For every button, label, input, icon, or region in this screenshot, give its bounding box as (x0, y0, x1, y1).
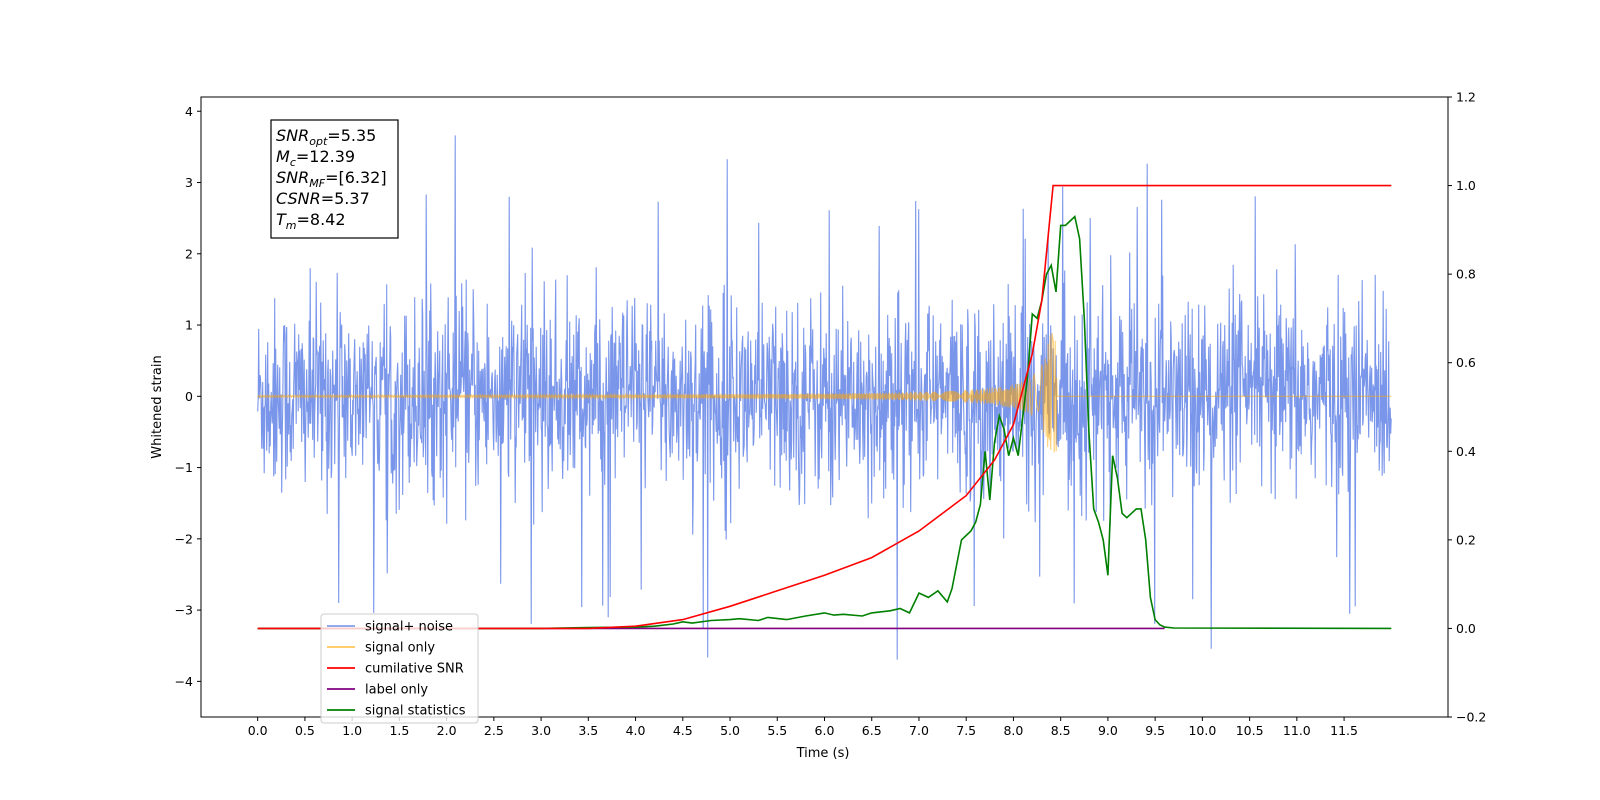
legend-frame (320, 613, 479, 724)
x-tick-label: 10.0 (1188, 723, 1216, 738)
x-axis-label: Time (s) (796, 746, 850, 761)
x-tick-label: 2.0 (437, 723, 457, 738)
annotation-line: Mc=12.39 (276, 147, 355, 169)
y2-tick-label: 0.4 (1456, 444, 1476, 459)
y2-tick-label: −0.2 (1456, 710, 1486, 725)
x-tick-label: 8.5 (1051, 723, 1071, 738)
y-axis-left: −4 −3 −2 −1 0 1 2 3 4 (175, 104, 201, 689)
annotation-line: SNRopt=5.35 (276, 126, 376, 148)
y-axis-right: −0.2 0.0 0.2 0.4 0.6 0.8 1.0 1.2 (1448, 90, 1486, 725)
legend-entry-label: signal statistics (365, 704, 466, 719)
x-tick-label: 6.0 (815, 723, 835, 738)
y-tick-label: −2 (175, 531, 193, 546)
series-signal-statistics-line (257, 215, 1392, 630)
x-tick-label: 8.0 (1003, 723, 1023, 738)
x-tick-label: 0.5 (295, 723, 315, 738)
x-tick-label: 10.5 (1236, 723, 1264, 738)
stats-annotation-box: SNRopt=5.35Mc=12.39SNRMF=[6.32]CSNR=5.37… (270, 119, 399, 239)
y-tick-label: 1 (185, 318, 193, 333)
x-tick-label: 11.0 (1283, 723, 1311, 738)
x-tick-label: 3.0 (531, 723, 551, 738)
y-axis-label: Whitened strain (150, 355, 165, 458)
x-tick-label: 11.5 (1330, 723, 1358, 738)
y2-tick-label: 1.2 (1456, 90, 1476, 105)
y2-tick-label: 0.6 (1456, 355, 1476, 370)
series-signal-only-line (257, 333, 1392, 453)
x-tick-label: 1.5 (389, 723, 409, 738)
legend: signal+ noise signal only cumilative SNR la… (320, 613, 479, 724)
y2-tick-label: 0.2 (1456, 532, 1476, 547)
x-tick-label: 1.0 (342, 723, 362, 738)
x-tick-label: 7.0 (909, 723, 929, 738)
y2-tick-label: 0.0 (1456, 621, 1476, 636)
y2-tick-label: 1.0 (1456, 178, 1476, 193)
y-tick-label: −1 (175, 460, 193, 475)
y-tick-label: 2 (185, 246, 193, 261)
y-tick-label: 4 (185, 104, 193, 119)
legend-entry-label: signal+ noise (365, 620, 453, 635)
x-tick-label: 9.5 (1145, 723, 1165, 738)
y-tick-label: 0 (185, 389, 193, 404)
annotation-frame (270, 119, 399, 239)
x-tick-label: 5.0 (720, 723, 740, 738)
y2-tick-label: 0.8 (1456, 267, 1476, 282)
x-tick-label: 5.5 (767, 723, 787, 738)
x-tick-label: 6.5 (862, 723, 882, 738)
x-tick-label: 0.0 (248, 723, 268, 738)
legend-entry-label: cumilative SNR (365, 662, 464, 677)
x-tick-label: 3.5 (578, 723, 598, 738)
legend-entry-label: label only (365, 683, 428, 698)
x-axis: 0.0 0.5 1.0 1.5 2.0 2.5 3.0 3.5 4.0 4.5 5.0 5.5 6.0 6… (248, 717, 1358, 738)
y-tick-label: −4 (175, 674, 193, 689)
x-tick-label: 4.5 (673, 723, 693, 738)
x-tick-label: 7.5 (956, 723, 976, 738)
annotation-line: Tm=8.42 (276, 210, 346, 232)
legend-entry-label: signal only (365, 641, 435, 656)
annotation-line: CSNR=5.37 (276, 189, 370, 208)
x-tick-label: 9.0 (1098, 723, 1118, 738)
annotation-line: SNRMF=[6.32] (276, 168, 387, 190)
series-signal-noise-line (257, 135, 1392, 660)
y-tick-label: −3 (175, 603, 193, 618)
x-tick-label: 4.0 (626, 723, 646, 738)
x-tick-label: 2.5 (484, 723, 504, 738)
y-tick-label: 3 (185, 175, 193, 190)
series-cumulative-snr-line (257, 184, 1392, 630)
